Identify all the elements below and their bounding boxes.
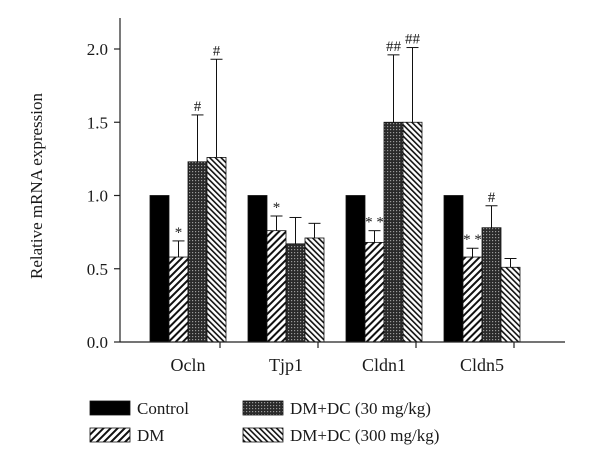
bar [383,121,404,343]
significance-mark: * [175,225,183,241]
category-label: Cldn5 [460,355,504,375]
legend-label: DM+DC (300 mg/kg) [290,426,439,445]
bar [168,256,189,343]
significance-mark: * * [463,232,482,248]
bar [149,195,170,343]
significance-mark: # [488,190,496,206]
legend-swatch [89,400,131,416]
y-axis-title: Relative mRNA expression [27,92,46,279]
bar [462,256,483,343]
significance-mark: # [213,43,221,59]
bar [481,227,502,343]
bar [266,230,287,343]
y-tick-label: 1.0 [87,187,108,206]
y-tick-label: 0.5 [87,260,108,279]
bar [304,237,325,343]
bar [345,195,366,343]
bar [187,161,208,343]
category-label: Ocln [171,355,206,375]
y-tick-label: 2.0 [87,40,108,59]
category-label: Cldn1 [362,355,406,375]
legend-swatch [242,400,284,416]
bar [402,121,423,343]
significance-mark: ## [405,32,421,48]
legend-swatch [89,427,131,443]
y-tick-label: 0.0 [87,333,108,352]
y-tick-label: 1.5 [87,113,108,132]
legend-swatch [242,427,284,443]
legend-label: Control [137,399,189,418]
significance-mark: ## [386,39,402,55]
legend-label: DM [137,426,164,445]
bar [247,195,268,343]
bar [443,195,464,343]
significance-mark: # [194,99,202,115]
significance-mark: * [273,200,281,216]
bar [285,243,306,343]
bar [500,266,521,343]
significance-mark: * * [365,215,384,231]
bar [206,157,227,343]
category-label: Tjp1 [269,355,303,375]
bar [364,241,385,343]
legend-label: DM+DC (30 mg/kg) [290,399,431,418]
